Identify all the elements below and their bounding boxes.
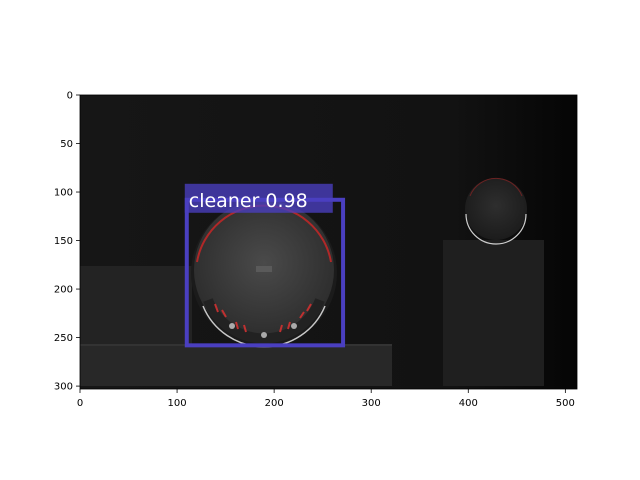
axes-frame (79, 94, 578, 390)
floor-slab (80, 344, 392, 386)
detection-label-background (184, 183, 333, 213)
x-tick-label: 500 (556, 398, 575, 409)
y-tick-label: 300 (54, 382, 73, 393)
y-tick-label: 100 (54, 188, 73, 199)
photo-image (80, 95, 577, 389)
x-tick-label: 400 (459, 398, 478, 409)
x-tick-label: 100 (168, 398, 187, 409)
y-tick-label: 0 (67, 91, 73, 102)
x-axis: 0 100 200 300 400 500 (77, 389, 575, 409)
y-tick-label: 200 (54, 285, 73, 296)
x-tick-label: 0 (77, 398, 83, 409)
y-axis: 0 50 100 150 200 250 300 (54, 91, 80, 393)
robot-cleaner-main (191, 200, 337, 348)
x-tick-label: 200 (265, 398, 284, 409)
y-tick-label: 250 (54, 333, 73, 344)
detection-label: cleaner 0.98 (189, 190, 308, 212)
robot-cleaner-background (465, 177, 527, 245)
y-tick-label: 50 (60, 139, 73, 150)
y-tick-label: 150 (54, 236, 73, 247)
x-tick-label: 300 (362, 398, 381, 409)
right-pedestal (443, 240, 544, 386)
